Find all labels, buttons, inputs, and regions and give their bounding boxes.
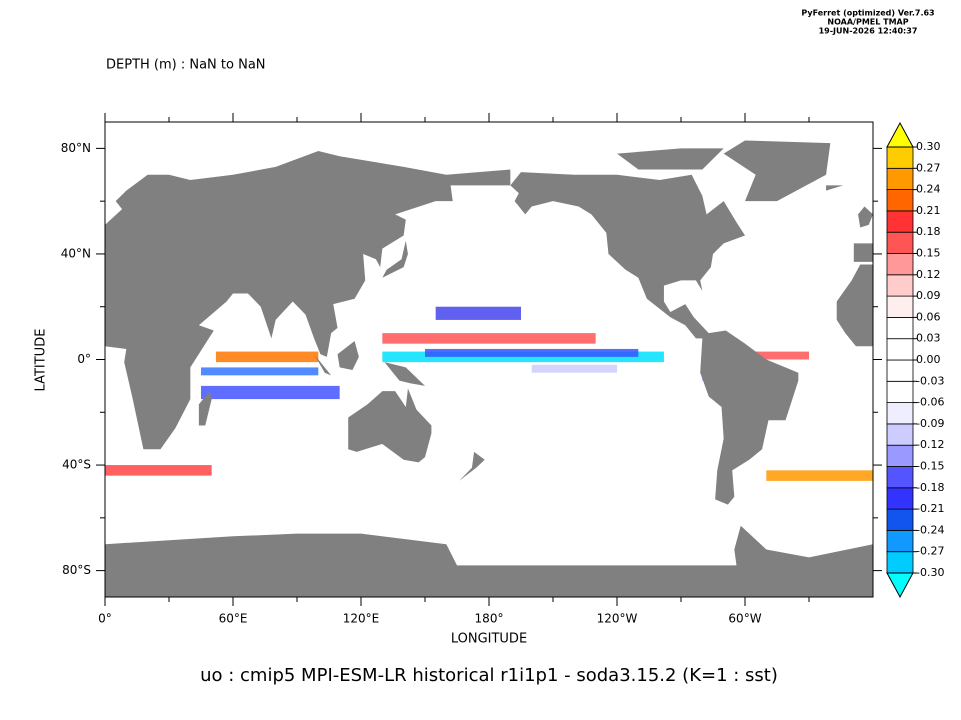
- colorbar-label: -0.15: [916, 460, 944, 473]
- colorbar-label: -0.30: [916, 566, 944, 579]
- land: [826, 185, 844, 191]
- anomaly-patch: [766, 470, 873, 481]
- colorbar-cell: [886, 338, 914, 361]
- colorbar-label: 0.06: [916, 310, 941, 323]
- land: [836, 264, 873, 347]
- anomaly-patch: [215, 351, 319, 363]
- anomaly-patch: [531, 364, 617, 373]
- land: [858, 206, 873, 228]
- land: [348, 388, 432, 463]
- x-tick-label: 60°E: [219, 612, 248, 626]
- colorbar-label: -0.24: [916, 523, 944, 536]
- colorbar-cell: [886, 423, 914, 446]
- land: [105, 525, 873, 597]
- colorbar-cell: [886, 466, 914, 489]
- header-line: 19-JUN-2026 12:40:37: [819, 27, 918, 36]
- colorbar-cell: [886, 316, 914, 340]
- colorbar-label: -0.03: [916, 374, 944, 387]
- x-axis-label: LONGITUDE: [451, 632, 527, 647]
- header-line: NOAA/PMEL TMAP: [827, 18, 908, 27]
- colorbar-label: -0.27: [916, 545, 944, 558]
- anomaly-patch: [435, 306, 521, 320]
- x-tick-label: 180°: [475, 612, 504, 626]
- anomaly-patch: [201, 385, 340, 400]
- colorbar-cell: [886, 508, 914, 531]
- anomaly-patch: [745, 351, 809, 360]
- colorbar-cell: [886, 551, 914, 574]
- x-tick-label: 0°: [98, 612, 112, 626]
- colorbar-label: -0.09: [916, 417, 944, 430]
- colorbar-label: 0.27: [916, 161, 941, 174]
- anomaly-patch: [105, 465, 212, 476]
- colorbar-label: 0.15: [916, 247, 941, 260]
- land: [723, 140, 831, 202]
- anomaly-patch: [382, 333, 596, 344]
- land: [459, 451, 485, 481]
- x-tick-label: 60°W: [728, 612, 761, 626]
- land: [853, 243, 873, 262]
- colorbar-label: 0.21: [916, 204, 941, 217]
- colorbar-cell: [886, 530, 914, 553]
- land: [382, 240, 408, 278]
- colorbar-label: 0.03: [916, 332, 941, 345]
- colorbar-label: -0.12: [916, 438, 944, 451]
- colorbar-cell: [886, 444, 914, 467]
- colorbar-cell: [886, 210, 914, 233]
- x-tick-label: 120°E: [343, 612, 380, 626]
- y-tick-label: 80°S: [62, 563, 91, 577]
- land: [198, 391, 212, 426]
- colorbar-cell: [886, 380, 914, 403]
- land: [617, 148, 724, 170]
- chart-title: uo : cmip5 MPI-ESM-LR historical r1i1p1 …: [200, 665, 778, 686]
- x-tick-label: 120°W: [597, 612, 638, 626]
- colorbar-cell: [886, 274, 914, 297]
- y-tick-label: 40°N: [61, 246, 91, 260]
- colorbar-label: 0.24: [916, 183, 941, 196]
- land: [510, 172, 799, 505]
- colorbar-label: 0.18: [916, 225, 941, 238]
- colorbar-label: 0.12: [916, 268, 941, 281]
- colorbar-under: [886, 572, 914, 599]
- header-line: PyFerret (optimized) Ver.7.63: [801, 9, 934, 18]
- colorbar-cell: [886, 253, 914, 276]
- land: [307, 346, 332, 376]
- y-tick-label: 0°: [77, 352, 91, 366]
- colorbar-cell: [886, 487, 914, 510]
- land: [105, 151, 511, 450]
- colorbar-label: -0.06: [916, 396, 944, 409]
- colorbar-label: 0.09: [916, 289, 941, 302]
- anomaly-patch: [201, 367, 319, 376]
- colorbar-label: -0.18: [916, 481, 944, 494]
- land: [384, 362, 425, 386]
- colorbar-cell: [886, 402, 914, 425]
- subtitle: DEPTH (m) : NaN to NaN: [106, 58, 266, 73]
- y-tick-label: 80°N: [61, 141, 91, 155]
- map-area: [105, 122, 873, 597]
- colorbar-cell: [886, 231, 914, 254]
- anomaly-patch: [425, 348, 639, 357]
- colorbar-cell: [886, 167, 914, 191]
- y-tick-label: 40°S: [62, 458, 91, 472]
- colorbar-cell: [886, 146, 914, 169]
- colorbar-label: 0.00: [916, 353, 941, 366]
- colorbar-cell: [886, 359, 914, 382]
- colorbar-cell: [886, 295, 914, 318]
- colorbar-cell: [886, 189, 914, 212]
- land: [337, 341, 359, 371]
- colorbar-label: -0.21: [916, 502, 944, 515]
- y-axis-label: LATITUDE: [34, 329, 49, 392]
- colorbar-label: 0.30: [916, 140, 941, 153]
- colorbar-over: [886, 121, 914, 148]
